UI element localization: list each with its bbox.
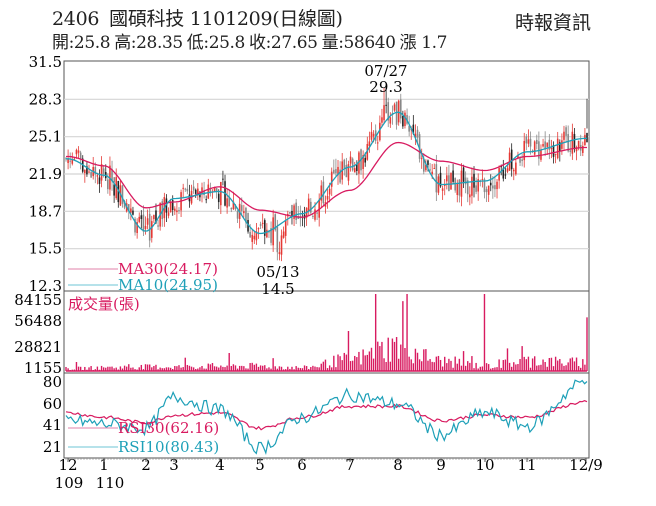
- volume-tick-label: 56488: [14, 312, 62, 330]
- ma30-line: [66, 141, 587, 218]
- month-label: 9: [436, 456, 446, 474]
- open-value: 開:25.8: [52, 33, 111, 53]
- chart-frame: [63, 60, 590, 459]
- month-label: 6: [297, 456, 307, 474]
- volume-tick-label: 1155: [24, 359, 62, 377]
- month-label: 3: [169, 456, 179, 474]
- month-label: 12/9: [569, 456, 603, 474]
- low-value: 低:25.8: [186, 33, 246, 53]
- chart-title: 2406 國碩科技 1101209(日線圖): [52, 4, 343, 31]
- month-label: 5: [255, 456, 265, 474]
- stock-name: 國碩科技: [109, 8, 184, 30]
- high-date-annotation: 07/27: [364, 62, 407, 80]
- month-label: 1: [99, 456, 109, 474]
- month-label: 11: [517, 456, 536, 474]
- price-tick-label: 25.1: [29, 128, 62, 146]
- rsi10-line: [65, 379, 588, 455]
- rsi10-legend: RSI10(80.43): [118, 438, 219, 456]
- high-price-annotation: 29.3: [369, 78, 402, 96]
- month-label: 7: [345, 456, 355, 474]
- price-tick-label: 21.9: [29, 165, 62, 183]
- rsi-tick-label: 60: [43, 395, 62, 413]
- price-tick-label: 31.5: [29, 53, 62, 71]
- price-tick-label: 15.5: [29, 240, 62, 258]
- month-label: 4: [215, 456, 225, 474]
- volume-y-axis: 84155 56488 28821 1155: [14, 291, 62, 377]
- year-label-110: 110: [96, 474, 125, 492]
- low-date-annotation: 05/13: [256, 263, 299, 281]
- chart-date-type: 1101209(日線圖): [189, 8, 343, 30]
- close-value: 收:27.65: [248, 33, 318, 53]
- ohlc-summary: 開:25.8 高:28.35 低:25.8 收:27.65 量:58640 漲 1.7: [52, 28, 451, 53]
- ma10-line: [66, 111, 587, 235]
- price-tick-label: 12.3: [29, 277, 62, 295]
- volume-value: 量:58640: [321, 33, 396, 53]
- rsi-tick-label: 80: [43, 373, 62, 391]
- change-value: 漲 1.7: [399, 33, 448, 53]
- rsi-y-axis: 80 60 41 21: [43, 373, 62, 456]
- high-value: 高:28.35: [114, 33, 183, 53]
- low-price-annotation: 14.5: [261, 280, 294, 298]
- volume-tick-label: 28821: [14, 338, 62, 356]
- volume-title: 成交量(張): [68, 295, 140, 313]
- price-tick-label: 18.7: [29, 202, 62, 220]
- ma10-legend: MA10(24.95): [118, 276, 218, 294]
- year-label-109: 109: [55, 474, 84, 492]
- month-label: 10: [475, 456, 494, 474]
- rsi-tick-label: 41: [43, 416, 62, 434]
- month-label: 12: [58, 456, 77, 474]
- rsi30-legend: RSI30(62.16): [118, 419, 219, 437]
- month-label: 2: [141, 456, 151, 474]
- x-axis: 12 1 2 3 4 5 6 7 8 9 10 11 12/9: [58, 456, 602, 474]
- rsi-tick-label: 21: [43, 438, 62, 456]
- volume-bars: [65, 294, 588, 372]
- stock-code: 2406: [52, 8, 100, 30]
- volume-tick-label: 84155: [14, 291, 62, 309]
- price-y-axis: 31.5 28.3 25.1 21.9 18.7 15.5 12.3: [29, 53, 62, 295]
- ma30-legend: MA30(24.17): [118, 260, 218, 278]
- price-tick-label: 28.3: [29, 90, 62, 108]
- source-label: 時報資訊: [515, 12, 592, 34]
- month-label: 8: [393, 456, 403, 474]
